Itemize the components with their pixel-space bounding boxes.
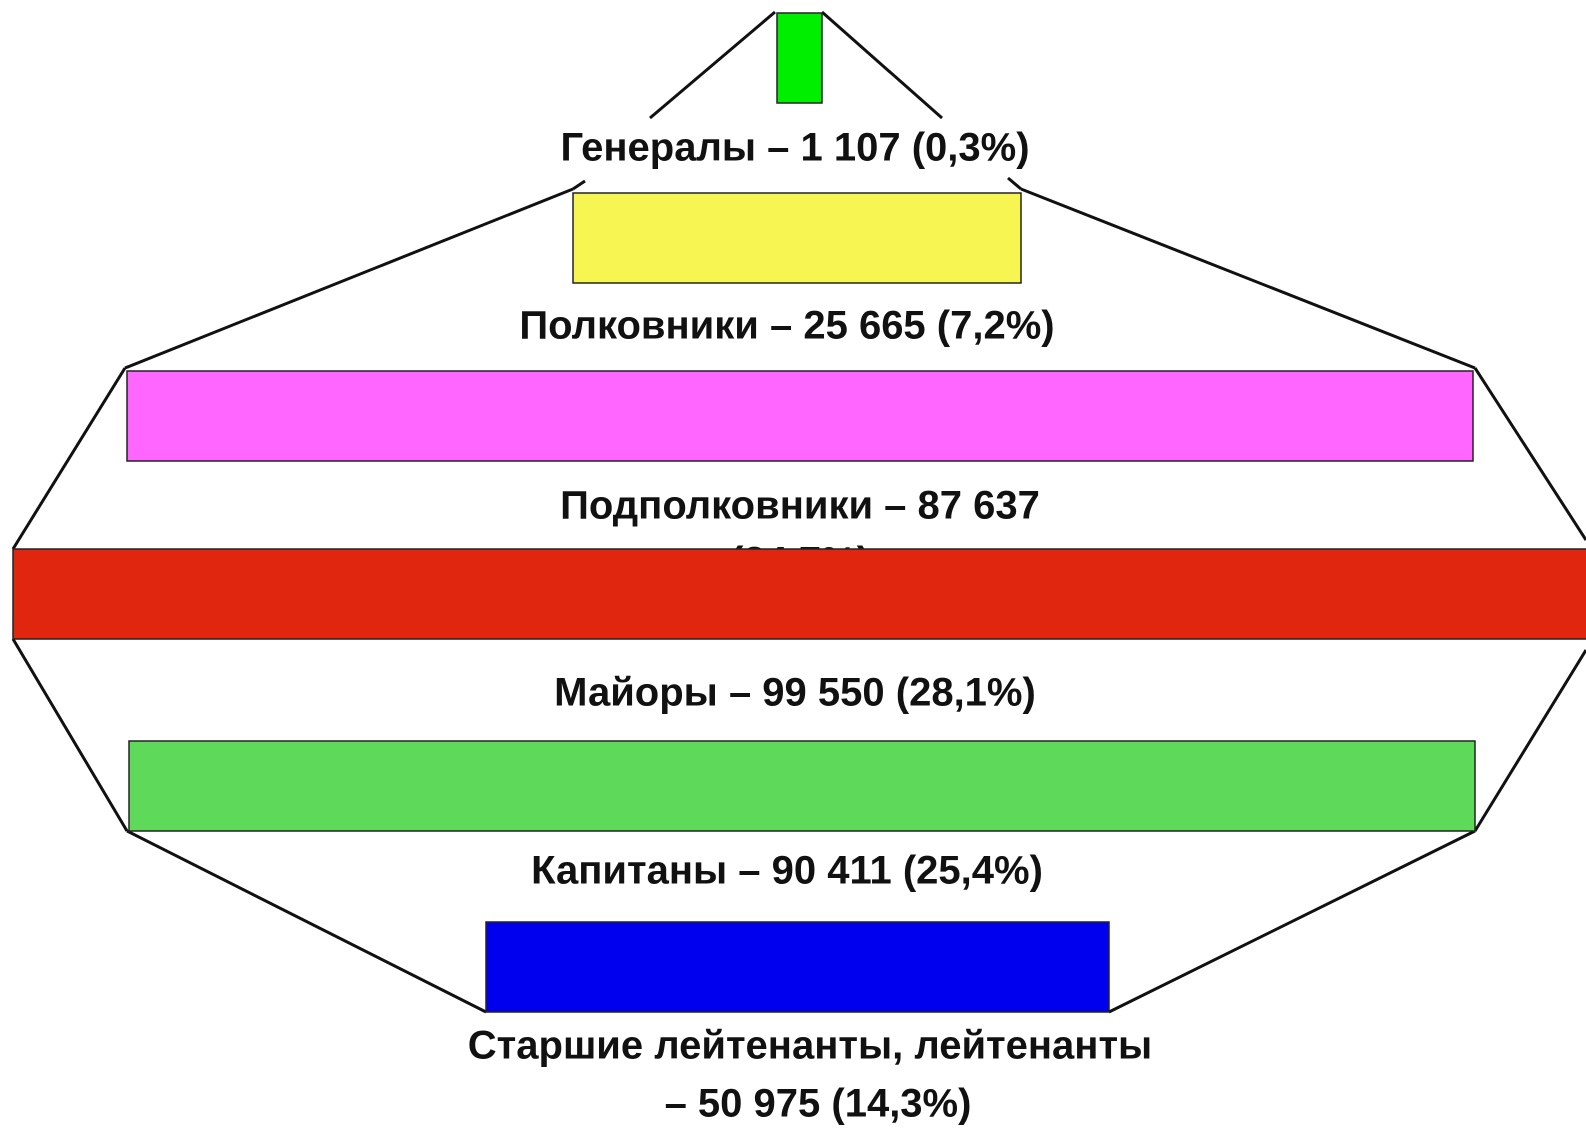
outline bbox=[11, 10, 1586, 1014]
label: Генералы – 1 107 (0,3%) bbox=[560, 126, 1029, 170]
edge bbox=[11, 638, 129, 832]
edge bbox=[1473, 367, 1586, 541]
edge bbox=[572, 179, 586, 191]
label: Подполковники – 87 637 bbox=[560, 484, 1040, 528]
bar bbox=[572, 192, 1022, 284]
bar bbox=[126, 370, 1474, 462]
bar bbox=[128, 740, 1476, 832]
edge bbox=[1473, 649, 1586, 832]
bar bbox=[12, 548, 1586, 640]
edge bbox=[1108, 829, 1476, 1014]
label: Полковники – 25 665 (7,2%) bbox=[519, 304, 1054, 348]
edge bbox=[126, 829, 487, 1014]
label: Старшие лейтенанты, лейтенанты bbox=[468, 1024, 1152, 1068]
bar bbox=[485, 921, 1110, 1013]
edge bbox=[1007, 176, 1022, 191]
edge bbox=[821, 10, 943, 120]
label: Майоры – 99 550 (28,1%) bbox=[554, 671, 1036, 715]
label: – 50 975 (14,3%) bbox=[665, 1082, 972, 1126]
edge bbox=[649, 10, 776, 120]
bar bbox=[776, 12, 823, 104]
label: Капитаны – 90 411 (25,4%) bbox=[531, 849, 1043, 893]
edge bbox=[11, 367, 127, 550]
edge bbox=[1020, 187, 1476, 370]
edge bbox=[124, 187, 574, 370]
